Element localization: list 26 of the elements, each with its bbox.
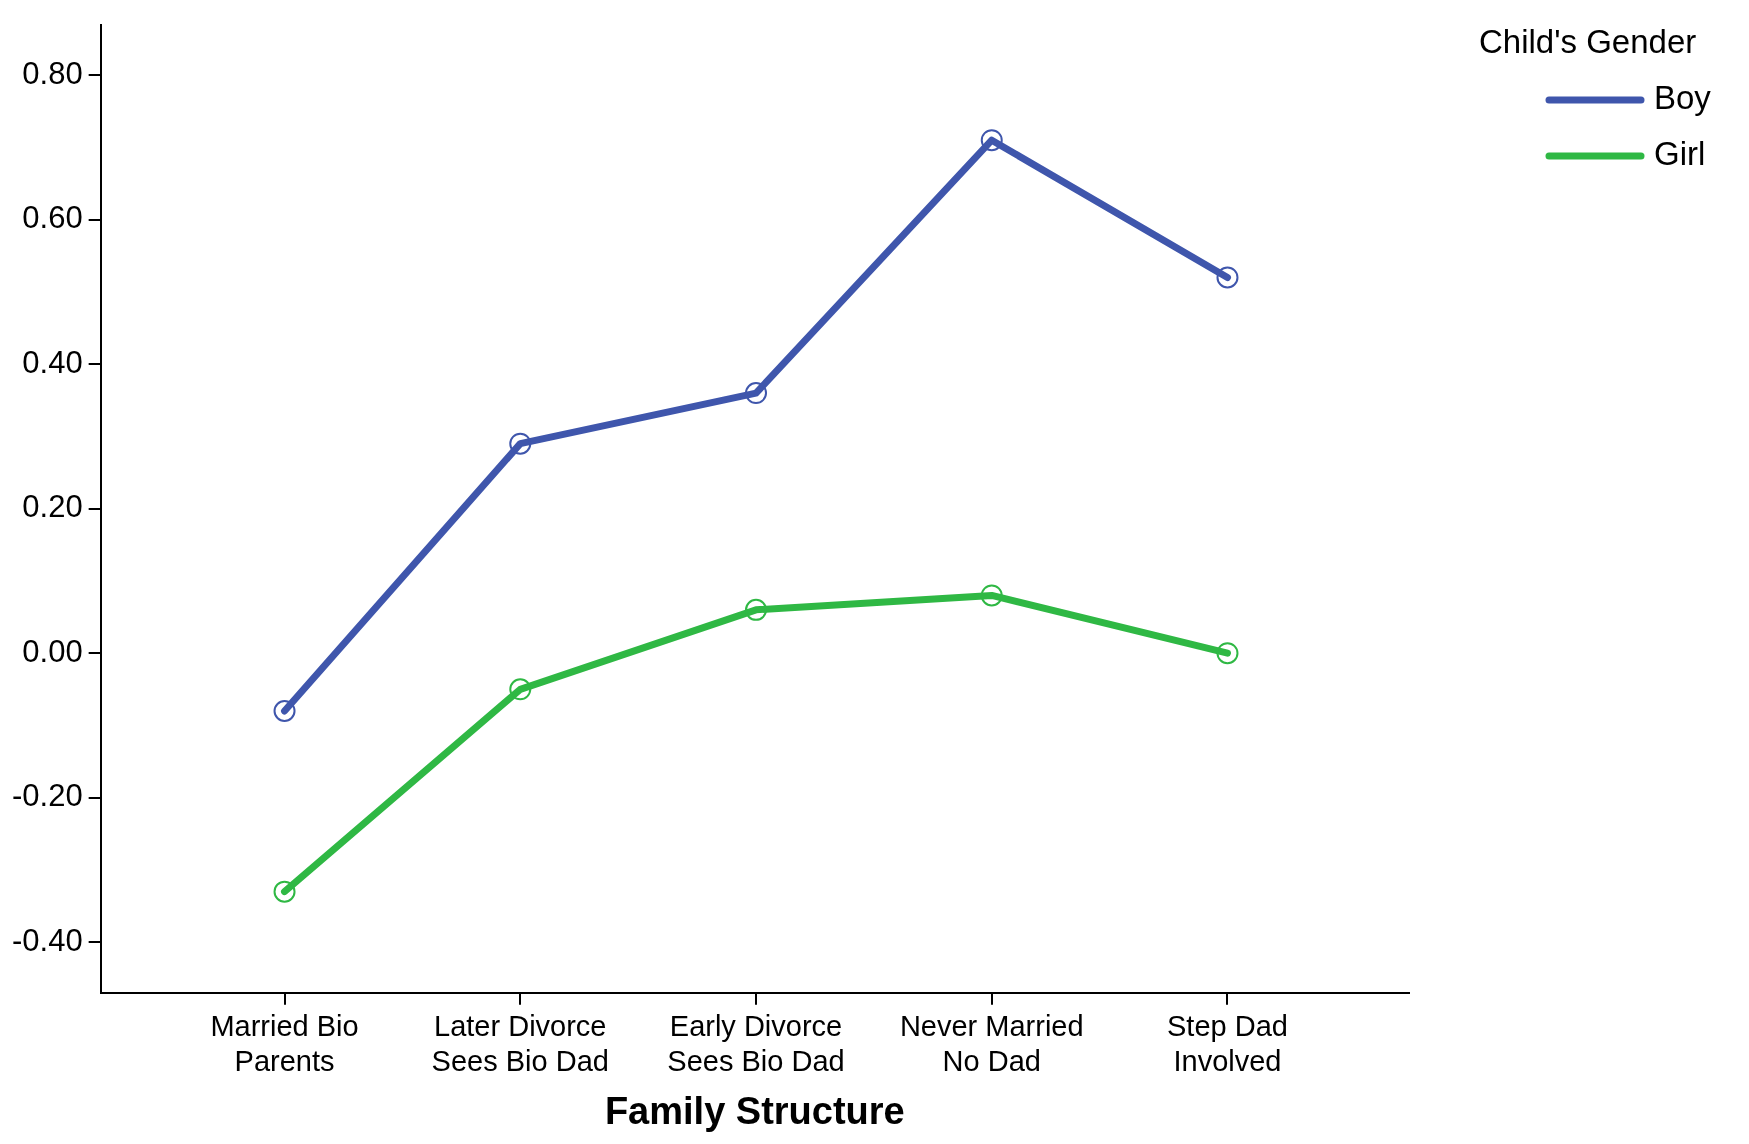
legend-title: Child's Gender	[1479, 23, 1697, 61]
x-tick-label: Later Divorce Sees Bio Dad	[431, 1010, 609, 1077]
point	[1216, 266, 1239, 289]
x-axis-title: Family Structure	[604, 1089, 905, 1132]
y-tick-label: -0.20	[11, 778, 83, 814]
point	[745, 598, 768, 621]
y-tick-label: 0.20	[22, 489, 83, 525]
y-tick-label: 0.80	[22, 55, 83, 91]
x-tick-label: Step Dad Involved	[1167, 1010, 1288, 1077]
point	[273, 880, 296, 903]
point	[980, 584, 1003, 607]
y-tick-label: 0.00	[22, 633, 83, 669]
point	[509, 432, 532, 455]
y-tick-label: -0.40	[11, 922, 83, 958]
x-tick-label: Married Bio Parents	[210, 1010, 359, 1077]
point	[273, 700, 296, 723]
y-tick-label: 0.40	[22, 344, 83, 380]
point	[1216, 642, 1239, 665]
legend-label: Boy	[1654, 79, 1712, 117]
point	[509, 678, 532, 701]
x-tick-label: Never Married No Dad	[899, 1010, 1084, 1077]
point	[980, 129, 1003, 152]
legend-label: Girl	[1654, 135, 1706, 173]
y-tick-label: 0.60	[22, 200, 83, 236]
point	[745, 382, 768, 405]
x-tick-label: Early Divorce Sees Bio Dad	[667, 1010, 845, 1077]
